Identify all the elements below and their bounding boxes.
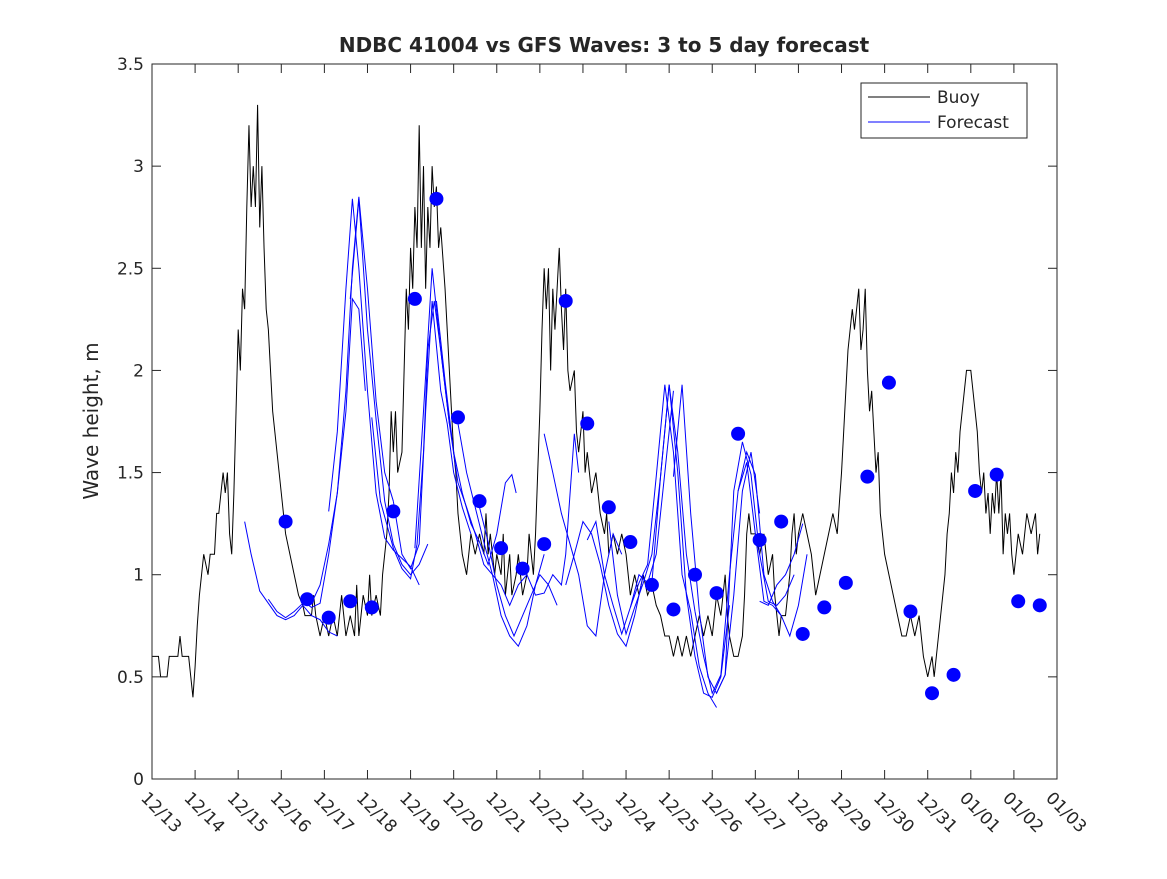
forecast-series-line-8 [435,300,517,567]
y-tick-label-5: 2.5 [117,259,144,279]
forecast-series-line-11 [500,433,580,607]
forecast-marker-1 [300,592,315,607]
forecast-marker-18 [666,602,681,617]
y-tick-label-3: 1.5 [117,464,144,484]
legend-box [860,82,1028,139]
forecast-series-line-5 [371,300,450,580]
forecast-series-line-13 [565,520,644,648]
y-tick-label-4: 2 [133,361,144,381]
forecast-marker-35 [1032,598,1047,613]
y-tick-label-1: 0.5 [117,668,144,688]
forecast-marker-33 [989,467,1004,482]
legend-label-buoy: Buoy [937,88,980,108]
forecast-series-line-0 [244,521,338,637]
forecast-marker-8 [450,410,465,425]
y-tick-label-2: 1 [133,566,144,586]
marker-layer [278,191,1047,701]
forecast-marker-3 [343,594,358,609]
forecast-series-line-7 [414,268,502,586]
forecast-series-line-21 [737,450,808,638]
forecast-marker-23 [774,514,789,529]
forecast-marker-21 [731,426,746,441]
forecast-series-line-16 [629,384,717,708]
forecast-marker-28 [881,375,896,390]
forecast-marker-14 [580,416,595,431]
forecast-series-line-1 [267,297,366,619]
forecast-marker-11 [515,561,530,576]
forecast-marker-25 [817,600,832,615]
y-tick-label-7: 3.5 [117,55,144,75]
forecast-marker-0 [278,514,293,529]
forecast-marker-19 [688,567,702,582]
forecast-marker-4 [364,600,379,615]
forecast-marker-7 [429,191,444,206]
forecast-series-line-10 [479,507,558,638]
forecast-marker-22 [752,532,767,547]
forecast-marker-20 [709,586,724,601]
forecast-marker-9 [472,494,487,509]
forecast-marker-6 [407,291,422,306]
forecast-series-line-17 [651,384,730,698]
forecast-marker-26 [838,575,853,590]
forecast-marker-16 [623,535,638,550]
series-layer [152,104,1041,708]
y-tick-label-6: 3 [133,157,144,177]
forecast-marker-27 [860,469,875,484]
forecast-series-line-12 [543,433,623,638]
forecast-series-line-6 [392,300,472,570]
forecast-marker-17 [644,577,659,592]
forecast-series-line-9 [457,423,545,648]
forecast-marker-29 [903,604,918,619]
forecast-marker-12 [537,537,552,552]
forecast-series-line-20 [716,441,795,694]
y-tick-label-0: 0 [133,770,144,790]
chart-title: NDBC 41004 vs GFS Waves: 3 to 5 day fore… [339,33,870,57]
forecast-marker-2 [321,610,336,625]
legend: Buoy Forecast [860,82,1028,139]
forecast-series-line-4 [349,198,429,576]
forecast-marker-15 [601,500,616,515]
legend-label-forecast: Forecast [937,113,1009,133]
forecast-series-line-15 [608,384,696,636]
forecast-series-line-22 [759,523,804,607]
forecast-marker-34 [1011,594,1026,609]
axes-box [151,63,1058,780]
forecast-series-line-3 [328,198,420,586]
forecast-series-line-2 [302,196,394,608]
forecast-marker-5 [386,504,401,519]
forecast-marker-13 [558,293,573,308]
forecast-marker-24 [795,626,810,641]
forecast-marker-10 [494,541,509,556]
forecast-marker-31 [946,667,961,682]
forecast-marker-30 [925,686,940,701]
y-axis-label: Wave height, m [79,342,103,499]
forecast-marker-32 [968,483,983,498]
plot-area [152,64,1057,779]
